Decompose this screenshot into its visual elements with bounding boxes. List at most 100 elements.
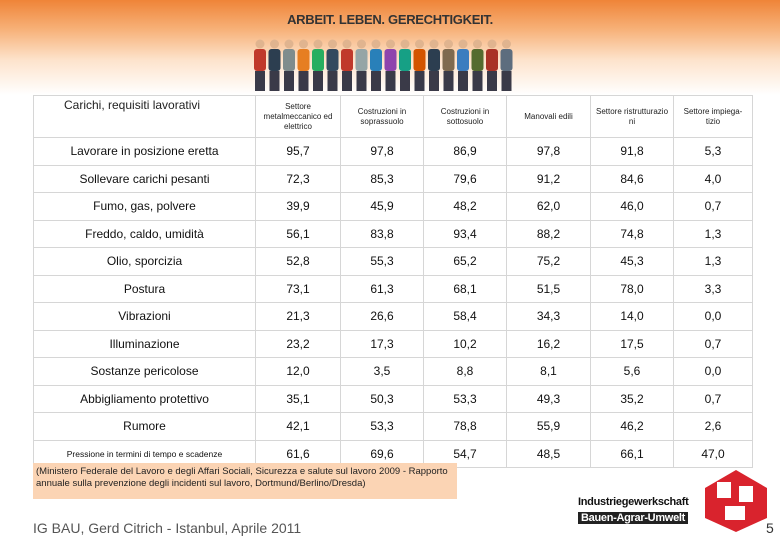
worker-head xyxy=(473,39,482,49)
worker-legs xyxy=(400,71,410,91)
table-cell: 85,3 xyxy=(340,164,424,193)
worker-body xyxy=(312,49,324,71)
header-title: ARBEIT. LEBEN. GERECHTIGKEIT. xyxy=(287,12,493,27)
worker-head xyxy=(270,39,279,49)
worker-body xyxy=(442,49,455,71)
logo-text: Industriegewerkschaft xyxy=(578,496,689,508)
column-header: Settore ristrutturazio ni xyxy=(590,95,674,138)
table-row: Lavorare in posizione eretta 95,7 97,8 86,9… xyxy=(33,137,753,166)
worker-body xyxy=(413,49,426,71)
worker-legs xyxy=(298,71,309,91)
table-cell: 78,0 xyxy=(590,274,674,303)
worker-head xyxy=(429,39,439,49)
worker-body xyxy=(457,49,469,71)
table-cell: 12,0 xyxy=(255,357,341,386)
table-cell: 48,5 xyxy=(506,439,591,468)
worker-head xyxy=(255,39,265,49)
table-cell: 17,3 xyxy=(340,329,424,358)
table-row: Abbigliamento protettivo 35,1 50,3 53,3 49,3… xyxy=(33,384,753,413)
worker-legs xyxy=(458,71,468,91)
worker-head xyxy=(357,39,366,49)
worker-body xyxy=(471,49,484,71)
table-cell: 72,3 xyxy=(255,164,341,193)
column-header: Costruzioni in sottosuolo xyxy=(423,95,507,138)
logo-text: Bauen-Agrar-Umwelt xyxy=(578,512,689,524)
table-cell: 79,6 xyxy=(423,164,507,193)
table-cell: 53,3 xyxy=(340,412,424,441)
table-row: Olio, sporcizia 52,8 55,3 65,2 75,2 45,3 1,3 xyxy=(33,247,753,276)
row-label: Abbigliamento protettivo xyxy=(33,384,256,413)
table-cell: 4,0 xyxy=(673,164,753,193)
table-cell: 23,2 xyxy=(255,329,341,358)
table-cell: 45,3 xyxy=(590,247,674,276)
table-cell: 1,3 xyxy=(673,219,753,248)
table-cell: 42,1 xyxy=(255,412,341,441)
table-cell: 73,1 xyxy=(255,274,341,303)
worker-head xyxy=(502,39,511,49)
worker-legs xyxy=(284,71,294,91)
table-cell: 61,3 xyxy=(340,274,424,303)
row-label: Illuminazione xyxy=(33,329,256,358)
row-label: Freddo, caldo, umidità xyxy=(33,219,256,248)
table-cell: 53,3 xyxy=(423,384,507,413)
table-cell: 65,2 xyxy=(423,247,507,276)
column-header: Carichi, requisiti lavorativi xyxy=(33,95,256,138)
worker-body xyxy=(254,49,266,71)
worker-head xyxy=(328,39,337,49)
table-cell: 39,9 xyxy=(255,192,341,221)
table-cell: 62,0 xyxy=(506,192,591,221)
table-cell: 46,0 xyxy=(590,192,674,221)
table-cell: 78,8 xyxy=(423,412,507,441)
worker-head xyxy=(284,39,294,49)
row-label: Sostanze pericolose xyxy=(33,357,256,386)
table-cell: 10,2 xyxy=(423,329,507,358)
table-cell: 8,8 xyxy=(423,357,507,386)
table-cell: 0,0 xyxy=(673,302,753,331)
table-cell: 52,8 xyxy=(255,247,341,276)
table-cell: 50,3 xyxy=(340,384,424,413)
table-cell: 0,7 xyxy=(673,384,753,413)
table-row: Sollevare carichi pesanti 72,3 85,3 79,6 91,… xyxy=(33,164,753,193)
table-cell: 88,2 xyxy=(506,219,591,248)
table-row: Illuminazione 23,2 17,3 10,2 16,2 17,5 0,7 xyxy=(33,329,753,358)
worker-legs xyxy=(414,71,425,91)
table-row: Sostanze pericolose 12,0 3,5 8,8 8,1 5,6 0,0 xyxy=(33,357,753,386)
worker-head xyxy=(400,39,410,49)
footer-author: IG BAU, Gerd Citrich - Istanbul, Aprile … xyxy=(33,520,302,536)
table-cell: 83,8 xyxy=(340,219,424,248)
table-cell: 34,3 xyxy=(506,302,591,331)
table-cell: 56,1 xyxy=(255,219,341,248)
worker-body xyxy=(283,49,295,71)
worker-legs xyxy=(472,71,483,91)
table-cell: 49,3 xyxy=(506,384,591,413)
table-cell: 16,2 xyxy=(506,329,591,358)
page-number: 5 xyxy=(766,520,774,536)
data-table: Carichi, requisiti lavorativi Settore met… xyxy=(33,95,753,468)
worker-legs xyxy=(429,71,439,91)
table-row: Vibrazioni 21,3 26,6 58,4 34,3 14,0 0,0 xyxy=(33,302,753,331)
worker-head xyxy=(458,39,468,49)
worker-body xyxy=(268,49,281,71)
row-label: Postura xyxy=(33,274,256,303)
worker-legs xyxy=(313,71,323,91)
worker-legs xyxy=(327,71,338,91)
table-cell: 74,8 xyxy=(590,219,674,248)
worker-body xyxy=(341,49,353,71)
worker-legs xyxy=(255,71,265,91)
worker-head xyxy=(313,39,323,49)
row-label: Olio, sporcizia xyxy=(33,247,256,276)
worker-legs xyxy=(385,71,396,91)
row-label: Lavorare in posizione eretta xyxy=(33,137,256,166)
column-header: Settore impiega- tizio xyxy=(673,95,753,138)
table-cell: 58,4 xyxy=(423,302,507,331)
table-cell: 75,2 xyxy=(506,247,591,276)
table-cell: 86,9 xyxy=(423,137,507,166)
table-cell: 17,5 xyxy=(590,329,674,358)
row-label: Vibrazioni xyxy=(33,302,256,331)
worker-head xyxy=(299,39,308,49)
table-cell: 0,7 xyxy=(673,192,753,221)
table-cell: 8,1 xyxy=(506,357,591,386)
worker-head xyxy=(487,39,497,49)
table-cell: 35,1 xyxy=(255,384,341,413)
table-cell: 46,2 xyxy=(590,412,674,441)
